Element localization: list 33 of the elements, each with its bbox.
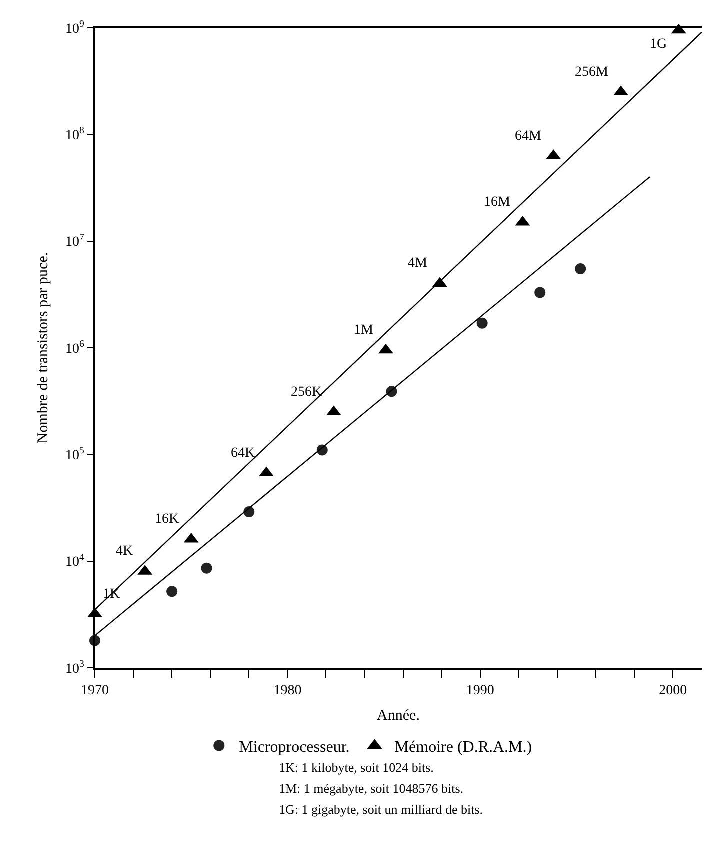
x-tick-label: 2000 [659,684,688,699]
point [575,264,586,275]
annotation: 256M [575,65,609,80]
text: 1G: 1 gigabyte, soit un milliard de bits. [279,802,484,817]
y-tick-label: 10$^{9}$ [66,19,85,37]
annotation: 4K [116,544,134,559]
annotation: 4M [408,256,428,271]
x-axis-title: Année. [377,708,420,724]
annotation: 256K [291,385,322,400]
y-tick-label: 10$^{4}$ [66,552,85,570]
text: 1K: 1 kilobyte, soit 1024 bits. [279,760,434,775]
annotation: 1M [354,323,374,338]
x-tick-label: 1980 [274,684,302,699]
annotation: 16M [484,195,511,210]
point [201,562,212,574]
annotation: 64M [515,129,542,144]
y-axis-title: Nombre de transistors par puce. [35,252,52,444]
point [534,287,546,298]
annotation: 1G [650,37,668,52]
y-tick-label: 10$^{6}$ [66,339,85,357]
y-tick-label: 10$^{5}$ [66,446,85,464]
legend-label: Mémoire (D.R.A.M.) [394,738,532,756]
x-tick-label: 1970 [81,684,109,699]
point [166,586,178,598]
y-tick-label: 10$^{3}$ [66,659,85,677]
y-tick-label: 10$^{8}$ [66,126,85,144]
point [476,318,488,329]
legend-label: Microprocesseur. [239,738,350,756]
annotation: 16K [155,512,180,527]
y-tick-label: 10$^{7}$ [66,232,85,250]
annotation: 64K [231,446,256,461]
x-tick-label: 1990 [466,684,494,699]
text: 1M: 1 mégabyte, soit 1048576 bits. [279,781,464,796]
